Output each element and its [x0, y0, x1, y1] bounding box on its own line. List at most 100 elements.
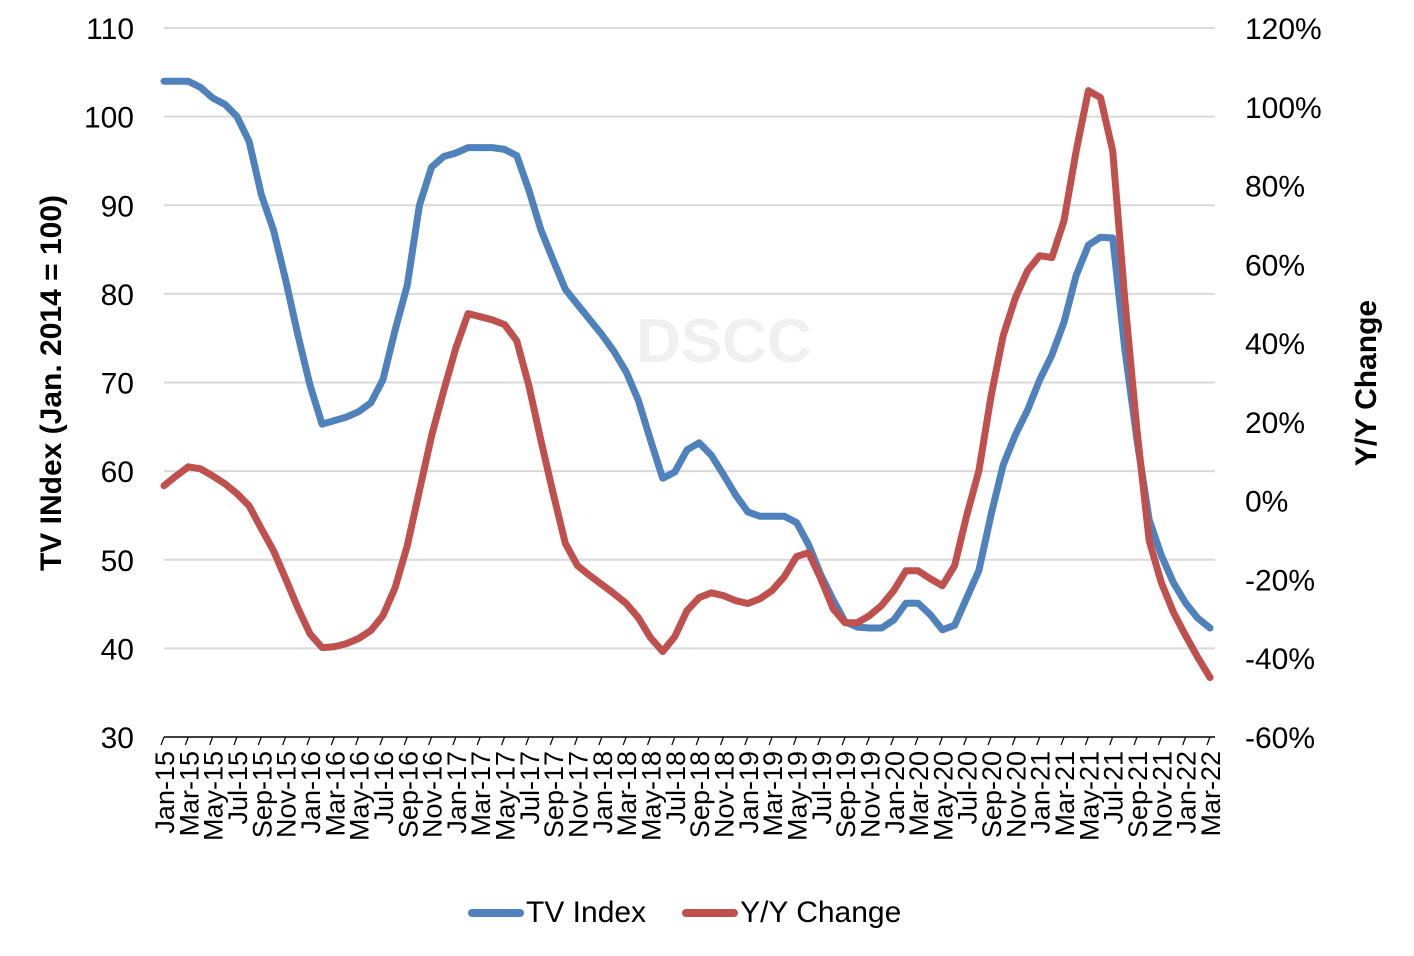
x-tick-label: Nov-21	[1147, 751, 1177, 838]
x-tick-label: Jan-20	[880, 751, 910, 834]
x-tick-label: Jan-15	[150, 751, 180, 834]
x-tick-mark	[865, 736, 871, 746]
x-tick-mark	[1157, 736, 1162, 746]
x-tick-label: Jul-20	[953, 751, 983, 825]
x-tick-label: Jul-21	[1099, 751, 1129, 825]
x-tick-mark	[671, 736, 676, 746]
x-tick-label: May-21	[1074, 751, 1104, 841]
left-y-tick-label: 30	[101, 722, 134, 755]
x-tick-label: Jul-19	[807, 751, 837, 825]
x-tick-mark	[379, 736, 384, 746]
x-tick-label: Mar-17	[466, 751, 496, 837]
x-tick-mark	[282, 736, 287, 746]
x-tick-mark	[184, 736, 189, 746]
x-tick-mark	[1084, 736, 1089, 746]
x-tick-mark	[598, 736, 603, 746]
x-tick-mark	[355, 736, 360, 746]
x-tick-mark	[768, 736, 773, 746]
x-tick-label: Sep-16	[393, 751, 423, 838]
right-y-tick-label: 40%	[1245, 328, 1305, 361]
left-y-tick-label: 80	[101, 279, 134, 312]
x-tick-label: Sep-15	[247, 751, 277, 838]
x-tick-label: Jan-16	[296, 751, 326, 834]
x-tick-mark	[476, 736, 481, 746]
x-tick-mark	[233, 736, 238, 746]
x-tick-label: Mar-21	[1050, 751, 1080, 837]
x-tick-label: Mar-15	[174, 751, 204, 837]
x-tick-label: Sep-21	[1123, 751, 1153, 838]
x-tick-label: May-17	[491, 751, 521, 841]
x-tick-mark	[938, 736, 943, 746]
x-tick-label: Jul-16	[369, 751, 399, 825]
x-tick-mark	[890, 736, 895, 746]
left-y-tick-label: 90	[101, 190, 134, 223]
legend: TV Index Y/Y Change	[468, 896, 901, 930]
left-y-tick-label: 40	[101, 633, 134, 666]
x-tick-mark	[817, 736, 822, 746]
x-tick-label: Mar-16	[320, 751, 350, 837]
series-line-yy-change	[160, 87, 1214, 681]
x-tick-label: Jul-15	[223, 751, 253, 825]
x-tick-mark	[160, 736, 165, 746]
x-tick-label: Nov-16	[418, 751, 448, 838]
x-tick-mark	[500, 736, 506, 746]
x-tick-label: Jan-19	[734, 751, 764, 834]
x-tick-label: May-19	[782, 751, 812, 841]
left-y-tick-label: 60	[101, 456, 134, 489]
right-y-tick-label: 60%	[1245, 249, 1305, 282]
x-tick-label: Jul-17	[515, 751, 545, 825]
right-axis-title: Y/Y Change	[1350, 300, 1383, 466]
x-tick-mark	[330, 736, 335, 746]
x-tick-label: Jan-21	[1026, 751, 1056, 834]
x-tick-label: Jan-22	[1172, 751, 1202, 834]
x-tick-label: Nov-19	[855, 751, 885, 838]
left-y-tick-label: 50	[101, 545, 134, 578]
legend-item-yy-change[interactable]: Y/Y Change	[682, 896, 901, 930]
x-tick-mark	[403, 736, 408, 746]
x-tick-label: May-16	[345, 751, 375, 841]
right-y-tick-label: 80%	[1245, 171, 1305, 204]
x-axis-ticks: Jan-15Mar-15May-15Jul-15Sep-15Nov-15Jan-…	[150, 736, 1226, 841]
right-y-tick-label: 100%	[1245, 92, 1322, 125]
right-y-tick-label: 0%	[1245, 486, 1288, 519]
left-y-tick-label: 100	[84, 102, 134, 135]
watermark-dscc: DSCC	[636, 307, 812, 376]
legend-swatch-red	[682, 909, 739, 917]
x-tick-mark	[1133, 736, 1138, 746]
x-tick-mark	[646, 736, 652, 746]
x-tick-label: Mar-19	[758, 751, 788, 837]
x-tick-mark	[549, 736, 554, 746]
x-tick-mark	[987, 736, 992, 746]
x-tick-label: Sep-20	[977, 751, 1007, 838]
x-tick-mark	[744, 736, 749, 746]
x-tick-label: Sep-17	[539, 751, 569, 838]
x-tick-label: May-18	[637, 751, 667, 841]
x-tick-mark	[1206, 736, 1211, 746]
x-tick-mark	[306, 736, 311, 746]
series-line-tv-index	[160, 77, 1214, 634]
right-y-tick-label: 20%	[1245, 407, 1305, 440]
x-tick-mark	[1060, 736, 1065, 746]
x-tick-label: Sep-18	[685, 751, 715, 838]
left-y-tick-label: 110	[86, 13, 134, 46]
legend-item-tv-index[interactable]: TV Index	[468, 896, 646, 930]
x-tick-mark	[792, 736, 798, 746]
x-tick-mark	[428, 736, 433, 746]
x-tick-label: Jan-18	[588, 751, 618, 834]
x-tick-mark	[525, 736, 530, 746]
x-tick-mark	[1036, 736, 1041, 746]
x-tick-label: Jul-18	[661, 751, 691, 825]
x-tick-label: Nov-15	[272, 751, 302, 838]
x-tick-label: Nov-18	[709, 751, 739, 838]
x-tick-label: Mar-18	[612, 751, 642, 837]
x-tick-label: Nov-17	[564, 751, 594, 838]
x-tick-mark	[452, 736, 457, 746]
x-tick-label: Mar-22	[1196, 751, 1226, 837]
x-tick-mark	[963, 736, 968, 746]
x-tick-mark	[573, 736, 579, 746]
left-y-axis-ticks: 30 40 50 60 70 80 90 100 110	[84, 13, 134, 755]
x-tick-mark	[695, 736, 700, 746]
legend-label: Y/Y Change	[740, 896, 902, 929]
x-tick-mark	[841, 736, 846, 746]
